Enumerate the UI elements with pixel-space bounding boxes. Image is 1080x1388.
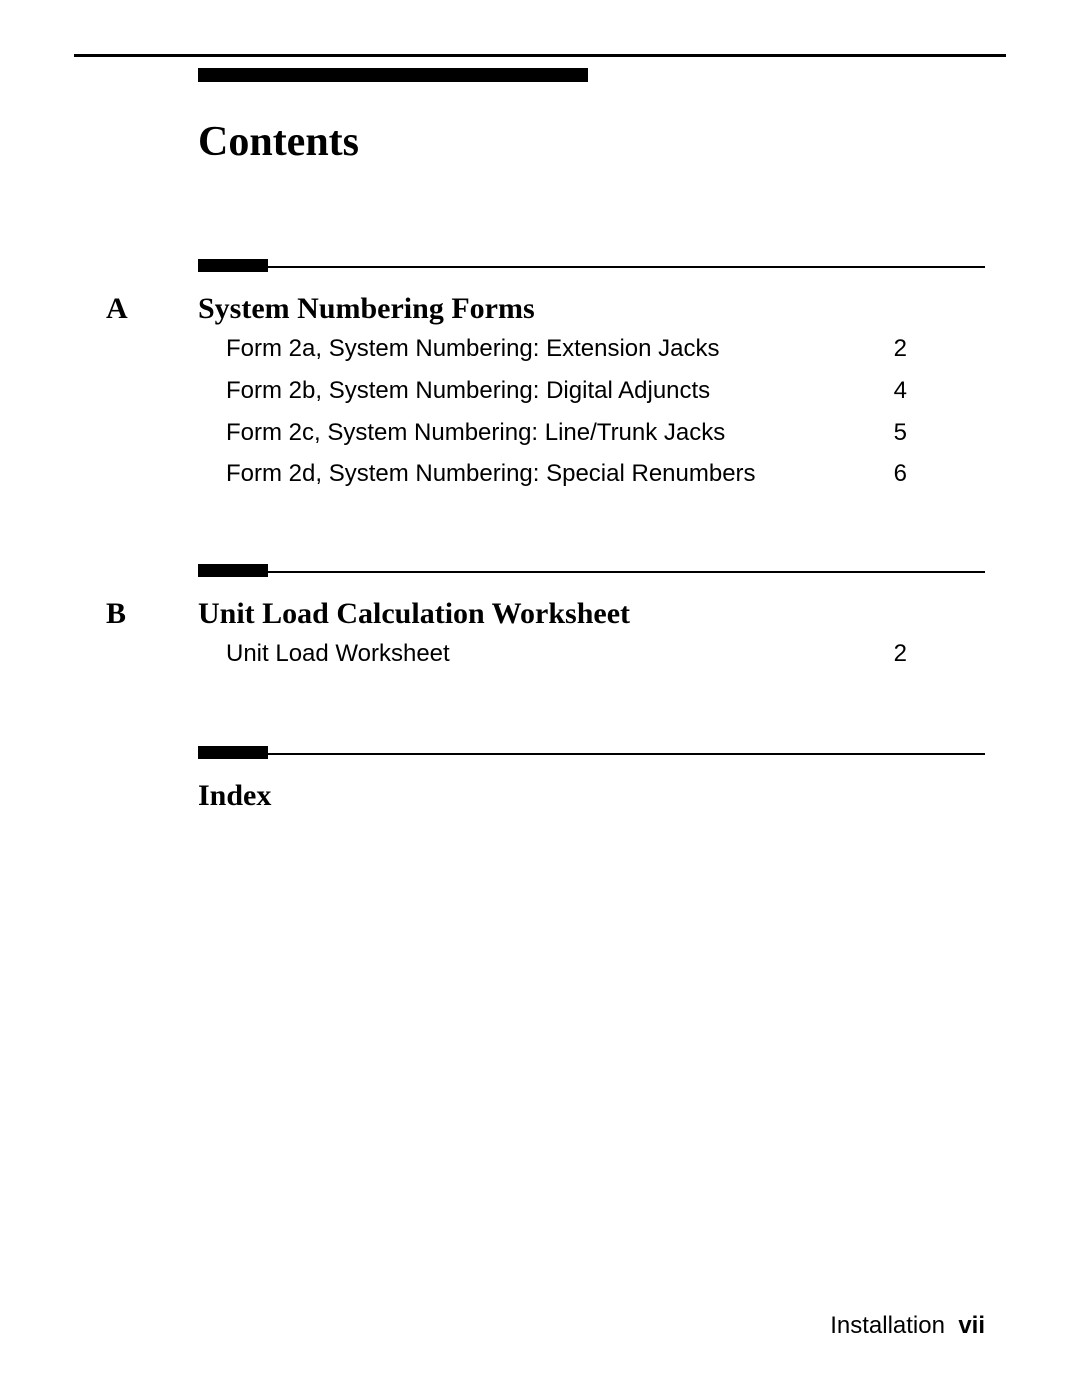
toc-entry-page: 2	[894, 335, 985, 363]
section-b-title: Unit Load Calculation Worksheet	[198, 597, 630, 631]
footer-prefix: Installation	[830, 1312, 945, 1339]
toc-entry-page: 5	[894, 419, 985, 447]
title-accent-bar	[198, 68, 588, 82]
section-a-title: System Numbering Forms	[198, 292, 535, 326]
toc-entry-text: Form 2c, System Numbering: Line/Trunk Ja…	[226, 419, 725, 447]
footer-page-number: vii	[958, 1312, 985, 1339]
toc-entry: Form 2d, System Numbering: Special Renum…	[226, 460, 985, 488]
index-title: Index	[198, 779, 271, 813]
section-a-rule	[198, 266, 985, 268]
section-a-label: A	[106, 292, 128, 326]
toc-entry-text: Form 2a, System Numbering: Extension Jac…	[226, 335, 720, 363]
footer: Installation vii	[830, 1312, 985, 1340]
page-title: Contents	[198, 118, 359, 166]
top-horizontal-rule	[74, 54, 1006, 57]
toc-entry: Unit Load Worksheet 2	[226, 640, 985, 668]
index-rule	[198, 753, 985, 755]
toc-entry: Form 2b, System Numbering: Digital Adjun…	[226, 377, 985, 405]
toc-entry-page: 4	[894, 377, 985, 405]
toc-entry: Form 2c, System Numbering: Line/Trunk Ja…	[226, 419, 985, 447]
toc-entry: Form 2a, System Numbering: Extension Jac…	[226, 335, 985, 363]
section-b-rule	[198, 571, 985, 573]
toc-entry-text: Form 2d, System Numbering: Special Renum…	[226, 460, 756, 488]
section-b-label: B	[106, 597, 126, 631]
toc-entry-page: 2	[894, 640, 985, 668]
toc-entry-text: Unit Load Worksheet	[226, 640, 450, 668]
toc-entry-text: Form 2b, System Numbering: Digital Adjun…	[226, 377, 710, 405]
toc-entry-page: 6	[894, 460, 985, 488]
